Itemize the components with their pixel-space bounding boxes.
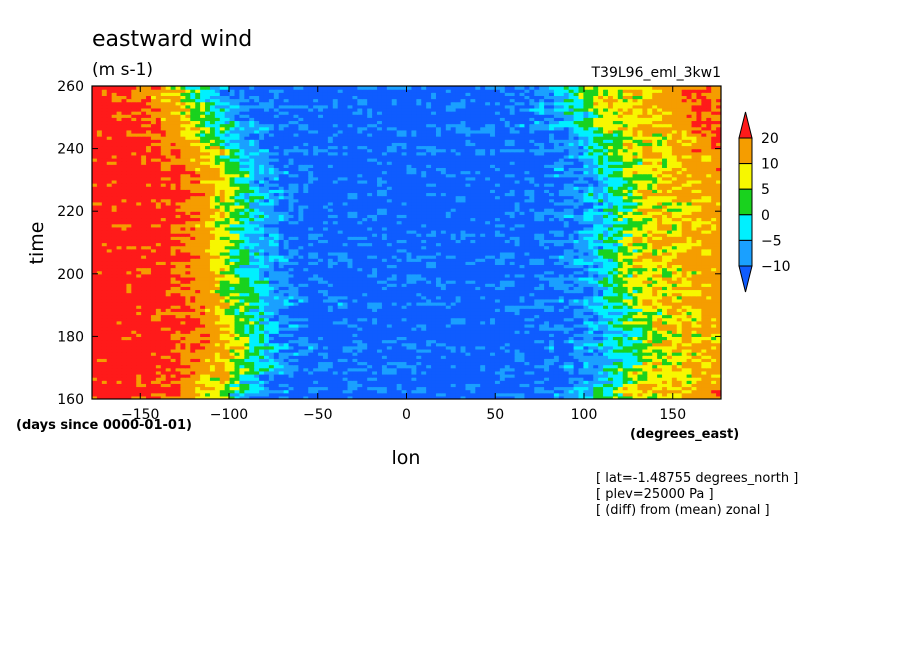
chart-units: (m s-1): [92, 60, 153, 80]
chart-title: eastward wind: [92, 27, 252, 52]
heatmap-cells: [92, 86, 722, 400]
experiment-label: T39L96_eml_3kw1: [591, 65, 722, 81]
